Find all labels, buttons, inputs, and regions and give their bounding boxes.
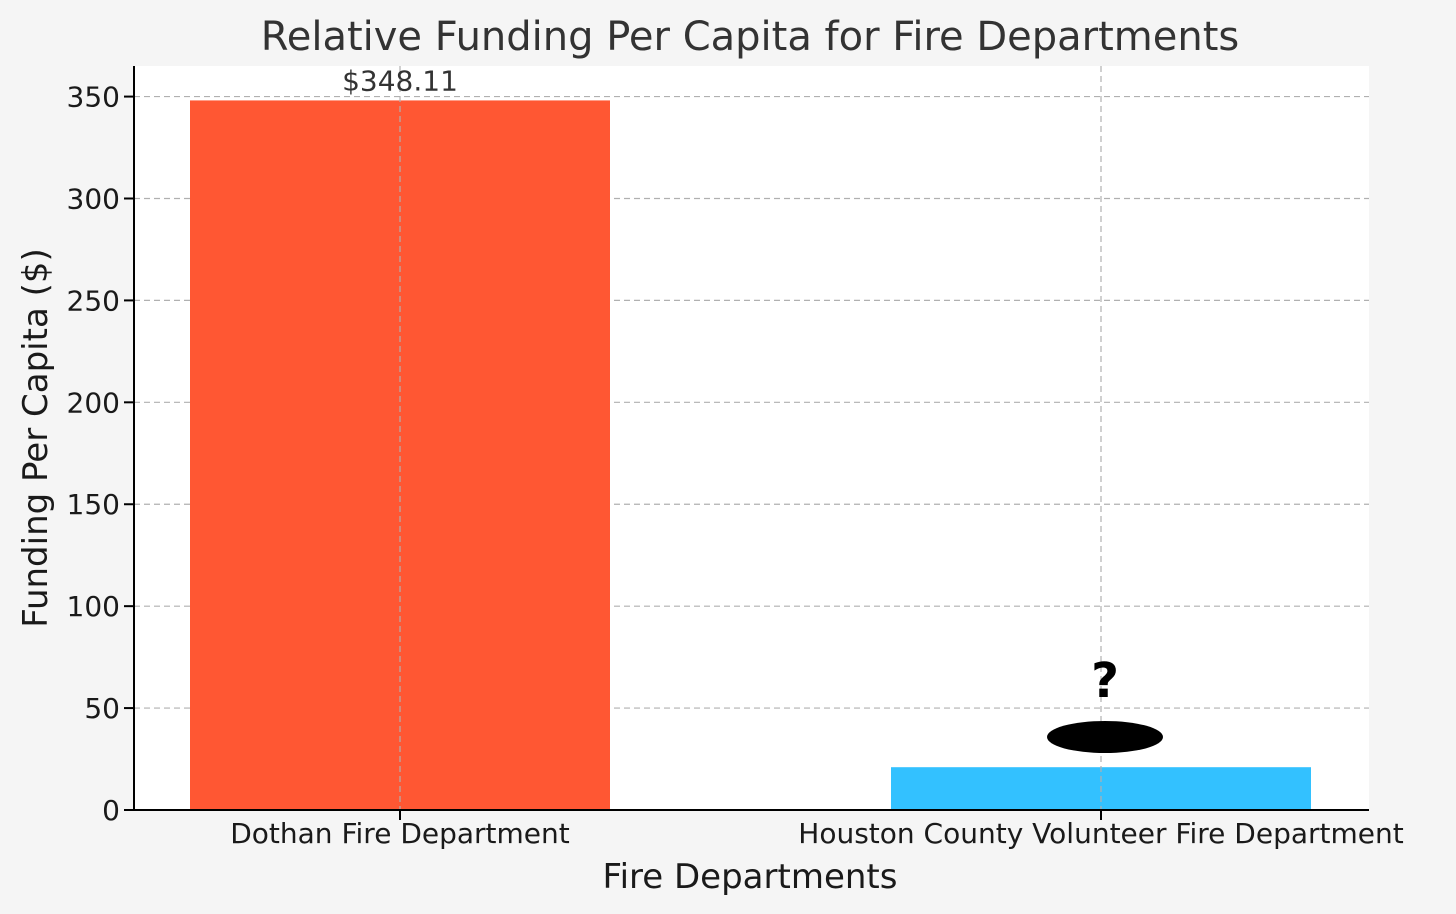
x-ticks: Dothan Fire Department Houston County Vol… [230,810,1404,850]
x-tick-label: Houston County Volunteer Fire Department [798,817,1403,850]
y-tick-label: 350 [67,81,120,114]
data-labels: $348.11 [342,64,458,97]
annotation-label: ? [1091,653,1119,709]
chart-title: Relative Funding Per Capita for Fire Dep… [261,14,1240,60]
annotations: ? [1047,653,1163,753]
y-tick-label: 200 [67,386,120,419]
y-tick-label: 0 [102,794,120,827]
x-tick-label: Dothan Fire Department [230,817,570,850]
y-tick-label: 300 [67,182,120,215]
y-tick-label: 100 [67,590,120,623]
data-label: $348.11 [342,64,458,97]
y-tick-label: 50 [84,692,120,725]
y-tick-label: 250 [67,284,120,317]
axes [133,66,1369,811]
y-axis-label: Funding Per Capita ($) [16,248,56,628]
y-tick-label: 150 [67,488,120,521]
x-axis-label: Fire Departments [603,857,898,897]
vertical-gridlines [399,66,1102,810]
redaction-blob [1047,721,1163,753]
y-ticks: 0 50 100 150 200 250 300 350 [67,81,134,827]
